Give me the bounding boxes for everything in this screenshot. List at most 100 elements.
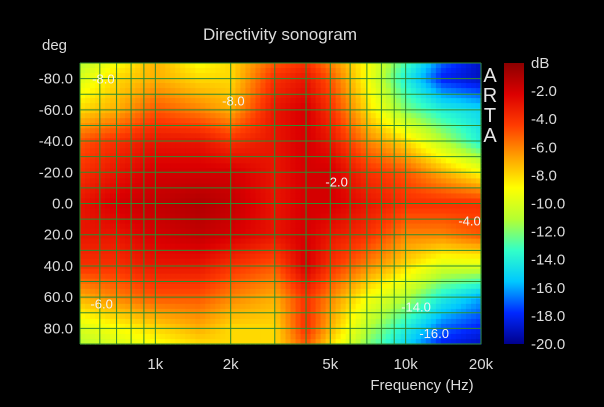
heatmap-cell: [245, 333, 252, 340]
heatmap-cell: [225, 113, 231, 119]
heatmap-cell: [200, 268, 206, 275]
heatmap-cell: [140, 93, 146, 99]
heatmap-cell: [245, 318, 252, 325]
heatmap-cell: [475, 168, 482, 174]
heatmap-cell: [165, 68, 171, 74]
heatmap-cell: [240, 193, 247, 200]
heatmap-cell: [340, 298, 347, 305]
heatmap-cell: [155, 203, 161, 210]
heatmap-cell: [115, 238, 121, 245]
heatmap-cell: [230, 193, 236, 200]
heatmap-cell: [205, 283, 211, 290]
heatmap-cell: [400, 98, 407, 104]
heatmap-cell: [300, 308, 307, 315]
heatmap-cell: [85, 223, 91, 230]
heatmap-cell: [390, 268, 397, 275]
heatmap-cell: [180, 113, 186, 119]
heatmap-cell: [230, 118, 236, 124]
heatmap-cell: [340, 308, 347, 315]
heatmap-cell: [270, 273, 277, 280]
heatmap-cell: [280, 103, 287, 109]
heatmap-cell: [350, 63, 357, 69]
heatmap-cell: [140, 203, 146, 210]
heatmap-cell: [100, 303, 106, 310]
heatmap-cell: [165, 253, 171, 260]
heatmap-cell: [210, 323, 216, 330]
heatmap-cell: [80, 338, 86, 345]
heatmap-cell: [110, 143, 116, 149]
heatmap-cell: [390, 298, 397, 305]
heatmap-cell: [190, 248, 196, 255]
heatmap-cell: [450, 68, 457, 74]
heatmap-cell: [80, 198, 86, 205]
heatmap-cell: [170, 188, 176, 195]
heatmap-cell: [130, 338, 136, 345]
heatmap-cell: [405, 123, 412, 129]
heatmap-cell: [460, 178, 467, 185]
heatmap-cell: [225, 78, 231, 84]
heatmap-cell: [290, 93, 297, 99]
heatmap-cell: [200, 188, 206, 195]
heatmap-cell: [260, 303, 267, 310]
heatmap-cell: [385, 218, 392, 225]
heatmap-cell: [120, 63, 126, 69]
heatmap-cell: [85, 133, 91, 139]
heatmap-cell: [265, 323, 272, 330]
heatmap-cell: [360, 148, 367, 154]
heatmap-cell: [80, 313, 86, 320]
heatmap-cell: [300, 108, 307, 114]
heatmap-cell: [375, 188, 382, 195]
heatmap-cell: [240, 188, 247, 195]
heatmap-cell: [110, 258, 116, 265]
heatmap-cell: [250, 198, 257, 205]
heatmap-cell: [345, 88, 352, 94]
heatmap-cell: [425, 333, 432, 340]
heatmap-cell: [110, 223, 116, 230]
heatmap-cell: [120, 68, 126, 74]
heatmap-cell: [90, 213, 96, 220]
heatmap-cell: [105, 158, 111, 164]
heatmap-cell: [135, 173, 141, 180]
heatmap-cell: [265, 168, 272, 174]
heatmap-cell: [175, 328, 181, 335]
heatmap-cell: [380, 313, 387, 320]
heatmap-cell: [80, 178, 86, 185]
heatmap-cell: [470, 298, 477, 305]
heatmap-cell: [245, 163, 252, 169]
heatmap-cell: [100, 168, 106, 174]
heatmap-cell: [190, 78, 196, 84]
heatmap-cell: [155, 268, 161, 275]
heatmap-cell: [290, 318, 297, 325]
heatmap-cell: [420, 168, 427, 174]
heatmap-cell: [235, 273, 241, 280]
heatmap-cell: [285, 328, 292, 335]
heatmap-cell: [80, 163, 86, 169]
heatmap-cell: [235, 188, 241, 195]
heatmap-cell: [475, 183, 482, 190]
heatmap-cell: [305, 83, 312, 89]
heatmap-cell: [95, 123, 101, 129]
heatmap-cell: [255, 328, 262, 335]
heatmap-cell: [130, 293, 136, 300]
heatmap-cell: [355, 73, 362, 79]
heatmap-cell: [465, 268, 472, 275]
heatmap-cell: [340, 303, 347, 310]
heatmap-cell: [420, 78, 427, 84]
heatmap-cell: [375, 193, 382, 200]
heatmap-cell: [300, 258, 307, 265]
heatmap-cell: [275, 63, 282, 69]
heatmap-cell: [105, 183, 111, 190]
heatmap-cell: [340, 158, 347, 164]
heatmap-cell: [395, 163, 402, 169]
heatmap-cell: [270, 238, 277, 245]
heatmap-cell: [170, 178, 176, 185]
heatmap-cell: [370, 118, 377, 124]
heatmap-cell: [115, 73, 121, 79]
heatmap-cell: [395, 298, 402, 305]
heatmap-cell: [135, 98, 141, 104]
heatmap-cell: [90, 258, 96, 265]
heatmap-cell: [435, 208, 442, 215]
heatmap-cell: [165, 323, 171, 330]
heatmap-cell: [95, 178, 101, 185]
heatmap-cell: [290, 113, 297, 119]
